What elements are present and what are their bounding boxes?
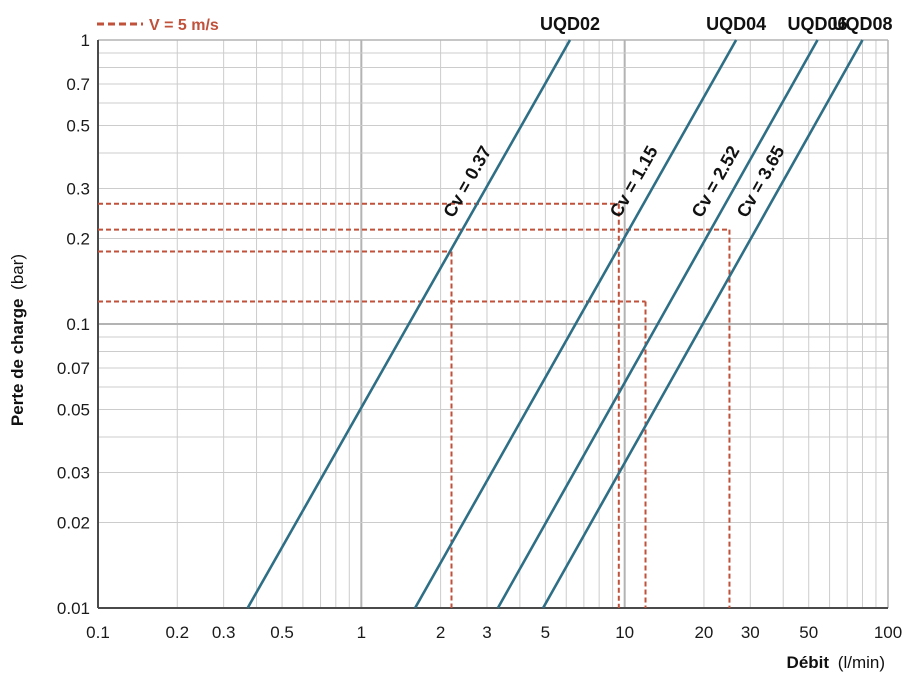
- series-line-uqd08: [541, 39, 864, 609]
- y-axis-title: Perte de charge (bar): [8, 254, 27, 426]
- series-lines: [246, 39, 864, 609]
- grid: [97, 39, 889, 609]
- series-line-uqd06: [496, 39, 819, 609]
- x-tick-label: 20: [694, 623, 713, 642]
- cv-label-uqd04: Cv = 1.15: [606, 142, 662, 220]
- y-tick-label: 1: [81, 31, 90, 50]
- series-name-uqd04: UQD04: [706, 14, 766, 34]
- y-tick-label: 0.01: [57, 599, 90, 618]
- x-tick-label: 1: [357, 623, 366, 642]
- series-line-uqd04: [413, 39, 738, 609]
- y-tick-label: 0.05: [57, 400, 90, 419]
- x-tick-label: 0.5: [270, 623, 294, 642]
- x-tick-label: 0.2: [165, 623, 189, 642]
- y-tick-label: 0.2: [66, 230, 90, 249]
- y-tick-label: 0.3: [66, 179, 90, 198]
- y-axis-title-main: Perte de charge: [8, 299, 27, 427]
- legend-label: V = 5 m/s: [149, 17, 219, 34]
- y-tick-label: 0.5: [66, 116, 90, 135]
- x-tick-label: 3: [482, 623, 491, 642]
- y-axis-title-unit: (bar): [8, 254, 27, 290]
- y-tick-label: 0.03: [57, 463, 90, 482]
- x-tick-label: 2: [436, 623, 445, 642]
- y-tick-label: 0.1: [66, 315, 90, 334]
- x-tick-label: 100: [874, 623, 902, 642]
- series-name-uqd08: UQD08: [832, 14, 892, 34]
- y-tick-label: 0.02: [57, 514, 90, 533]
- series-name-uqd02: UQD02: [540, 14, 600, 34]
- x-tick-label: 30: [741, 623, 760, 642]
- x-axis-title-unit: (l/min): [838, 653, 885, 672]
- y-tick-label: 0.07: [57, 359, 90, 378]
- series-line-uqd02: [246, 39, 572, 609]
- x-tick-label: 10: [615, 623, 634, 642]
- x-tick-label: 5: [541, 623, 550, 642]
- x-axis-title-main: Débit: [787, 653, 830, 672]
- x-tick-label: 50: [799, 623, 818, 642]
- y-tick-label: 0.7: [66, 75, 90, 94]
- x-tick-label: 0.1: [86, 623, 110, 642]
- series-name-uqd06: UQD06: [788, 14, 848, 34]
- x-tick-label: 0.3: [212, 623, 236, 642]
- reference-lines: [98, 202, 731, 608]
- x-axis-title: Débit (l/min): [787, 653, 885, 672]
